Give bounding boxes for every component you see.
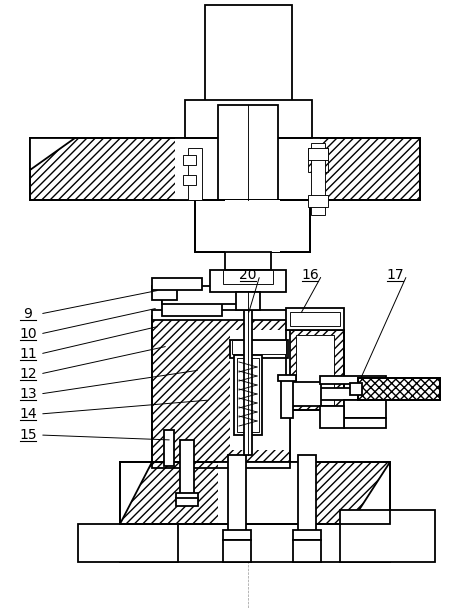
Bar [230,340,288,358]
Bar [290,312,340,326]
Bar [223,270,273,284]
Bar [320,376,386,384]
Bar [293,530,321,540]
Bar [162,286,237,304]
Text: 16: 16 [301,268,319,282]
Bar [225,252,271,270]
Bar [205,5,292,105]
Bar [311,143,325,215]
Bar [152,286,177,300]
Bar [30,138,420,200]
Bar [344,418,386,428]
Bar [78,524,178,562]
Bar [230,330,290,450]
Bar [228,455,246,535]
Bar [162,300,222,316]
Bar [164,430,174,466]
Bar [195,200,310,252]
Polygon shape [350,462,390,524]
Bar [120,462,390,524]
Bar [210,270,286,292]
Bar [176,498,198,506]
Bar [183,155,196,165]
Bar [223,530,251,540]
Text: 9: 9 [24,307,33,321]
Text: 10: 10 [19,327,37,341]
Bar [195,200,310,252]
Bar [281,378,293,418]
Bar [308,148,328,172]
Bar [286,330,344,410]
Polygon shape [30,138,75,170]
Bar [286,330,344,410]
Bar [223,540,251,562]
Bar [236,292,260,310]
Bar [120,524,390,562]
Bar [298,455,316,535]
Bar [152,316,290,468]
Bar [218,462,298,524]
Bar [237,358,259,432]
Bar [232,340,286,354]
Bar [344,400,386,418]
Bar [152,310,290,320]
Bar [234,355,262,435]
Bar [183,175,196,185]
Bar [175,138,320,200]
Text: 20: 20 [239,268,257,282]
Bar [286,382,321,406]
Bar [278,375,296,381]
Bar [358,378,440,400]
Bar [195,200,310,252]
Bar [293,540,321,562]
Bar [152,278,202,290]
Bar [286,308,344,330]
Bar [340,510,435,562]
Text: 15: 15 [19,428,37,442]
Bar [286,388,386,400]
Bar [176,493,198,501]
Bar [358,378,440,400]
Bar [308,195,328,207]
Bar [180,440,194,498]
Text: 12: 12 [19,367,37,381]
Bar [350,383,362,395]
Bar [225,200,280,252]
Text: 17: 17 [386,268,404,282]
Bar [308,148,328,160]
Bar [30,138,420,200]
Bar [120,462,390,524]
Text: 11: 11 [19,347,37,361]
Polygon shape [120,462,152,524]
Bar [244,310,252,455]
Bar [320,406,344,428]
Text: 13: 13 [19,387,37,401]
Bar [296,335,334,405]
Bar [188,148,202,200]
Bar [296,335,334,405]
Text: 14: 14 [19,407,37,421]
Bar [185,100,312,138]
Bar [152,316,290,468]
Bar [218,105,278,200]
